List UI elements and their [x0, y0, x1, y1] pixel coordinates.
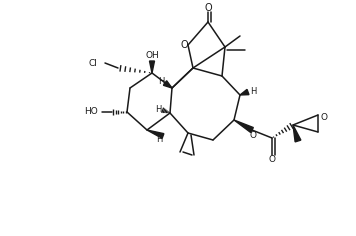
- Text: O: O: [268, 156, 276, 164]
- Polygon shape: [163, 81, 172, 88]
- Text: O: O: [180, 40, 188, 50]
- Text: OH: OH: [145, 51, 159, 59]
- Text: Cl: Cl: [88, 59, 97, 67]
- Text: HO: HO: [84, 108, 98, 117]
- Polygon shape: [293, 125, 301, 142]
- Text: O: O: [320, 114, 328, 122]
- Text: H: H: [250, 88, 256, 97]
- Polygon shape: [150, 61, 155, 73]
- Text: H: H: [158, 76, 164, 85]
- Text: H: H: [155, 105, 161, 114]
- Polygon shape: [147, 130, 164, 138]
- Polygon shape: [240, 89, 249, 95]
- Text: H: H: [156, 135, 162, 144]
- Text: O: O: [204, 3, 212, 13]
- Polygon shape: [234, 120, 253, 132]
- Text: O: O: [250, 131, 257, 140]
